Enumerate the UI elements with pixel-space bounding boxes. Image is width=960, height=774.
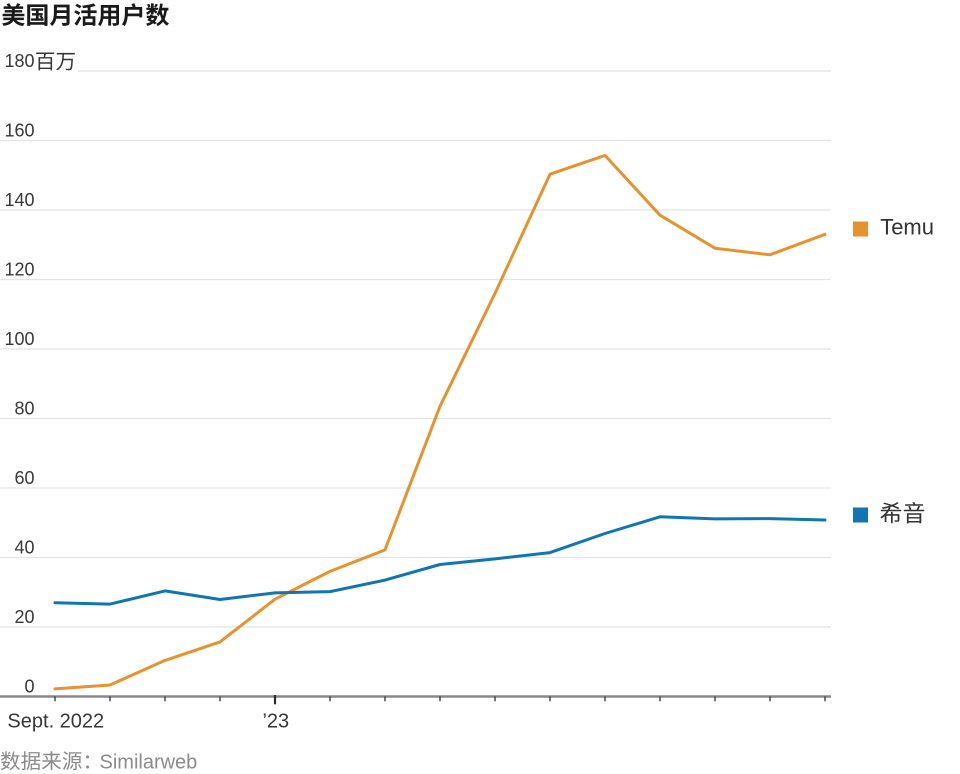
svg-text:80: 80 xyxy=(14,399,34,419)
svg-text:40: 40 xyxy=(14,538,34,558)
svg-text:180: 180 xyxy=(4,51,34,71)
svg-text:Similarweb: Similarweb xyxy=(100,752,198,774)
svg-text:60: 60 xyxy=(14,468,34,488)
svg-text:160: 160 xyxy=(4,121,34,141)
svg-text:20: 20 xyxy=(14,607,34,627)
svg-text:0: 0 xyxy=(24,677,34,697)
svg-text:’23: ’23 xyxy=(262,710,289,732)
svg-text:140: 140 xyxy=(4,190,34,210)
svg-text:Temu: Temu xyxy=(880,215,934,240)
svg-text:100: 100 xyxy=(4,329,34,349)
svg-text:120: 120 xyxy=(4,260,34,280)
svg-text:Sept. 2022: Sept. 2022 xyxy=(7,710,104,732)
